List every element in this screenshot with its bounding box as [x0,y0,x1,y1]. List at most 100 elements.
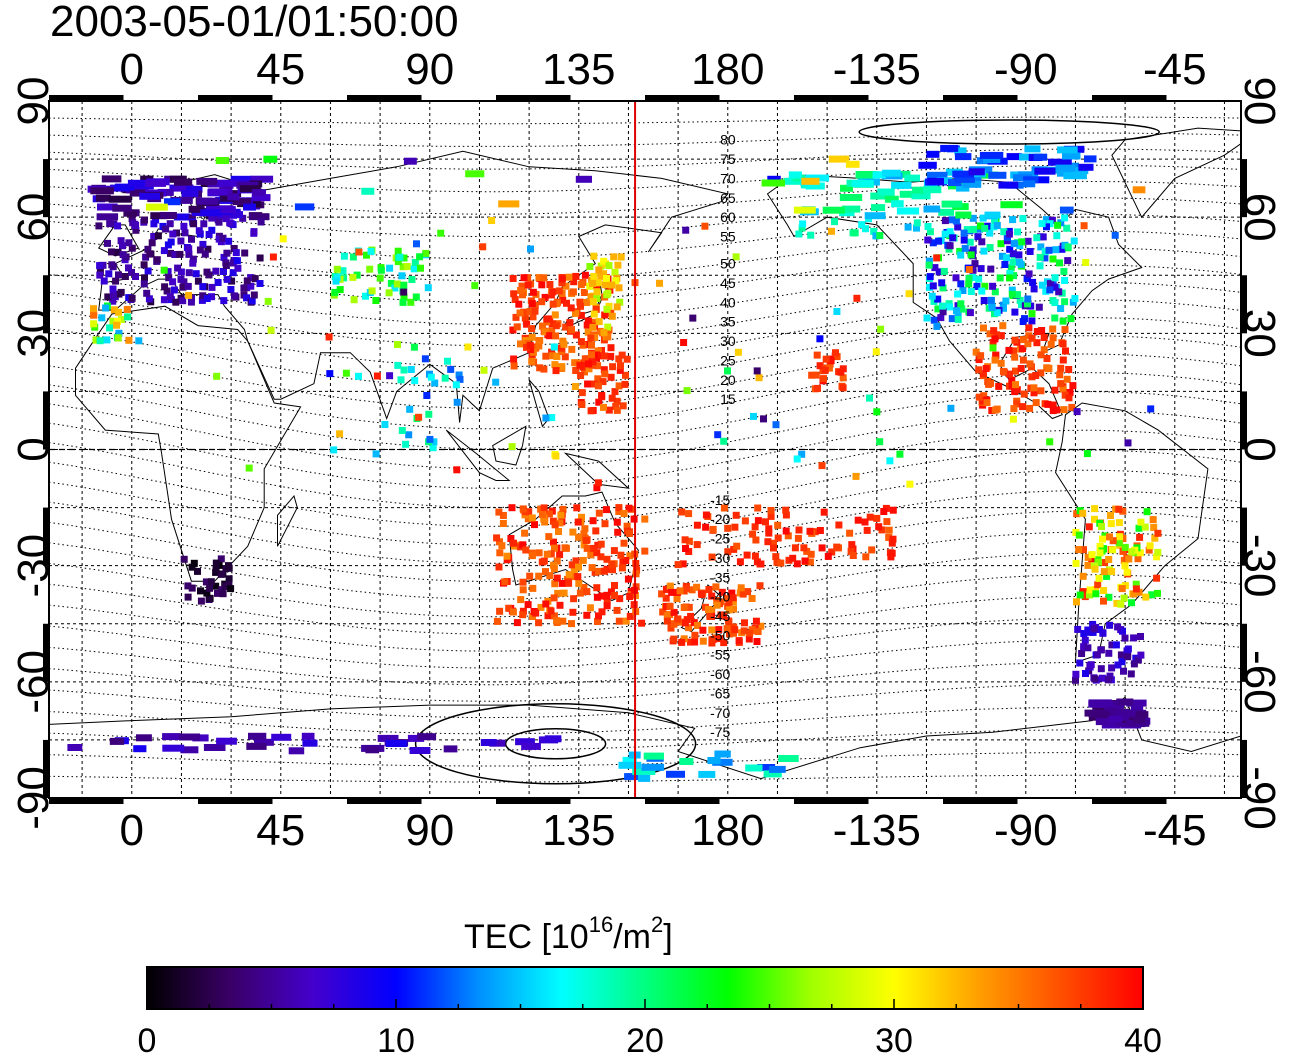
tec-cell [200,209,221,217]
tec-cell [988,171,1007,179]
tec-cell [391,284,399,292]
tec-cell [549,288,557,296]
tec-cell [793,560,801,568]
tec-cell [666,582,674,590]
tec-cell [250,175,274,183]
lon-tick-label-top: 45 [256,45,305,94]
lat-tick-label-left: 90 [9,77,58,126]
tec-cell [601,311,609,319]
tec-cell [333,274,341,281]
tec-cell [208,214,216,222]
tec-cell [544,612,552,620]
map-frame [43,95,1247,804]
tec-cell [1024,237,1032,245]
tec-cell [1037,351,1045,359]
maglat-contour [49,774,1241,783]
tec-cell [548,327,556,335]
tec-cell [583,588,591,596]
tec-cell [526,307,534,315]
tec-cell [1061,298,1069,306]
tec-cell [986,244,994,251]
tec-cell [1080,643,1088,651]
tec-cell [538,558,546,566]
tec-cell [1063,375,1071,383]
tec-cell [956,184,970,192]
tec-cell [1019,403,1027,411]
tec-cell [1029,278,1037,286]
tec-cell [1124,645,1132,653]
tec-cell [542,600,550,608]
tec-cell [569,528,577,536]
tec-cell [269,253,277,261]
tec-cell [1096,626,1103,633]
tec-cell [593,288,601,296]
tec-cell [1105,556,1113,563]
tec-cell [399,263,407,271]
tec-cell [1049,407,1057,415]
tec-cell [574,518,582,526]
tec-cell [935,237,943,245]
tec-cell [749,530,757,538]
tec-cell [1045,365,1053,373]
tec-cell [1009,250,1017,258]
tec-cell [132,273,139,280]
tec-cell [1009,415,1017,423]
tec-cell [1019,215,1027,223]
tec-cell [1099,629,1107,637]
tec-cell [162,744,185,752]
tec-cell [763,770,782,778]
tec-cell [1014,228,1022,236]
tec-cell [519,586,527,594]
tec-cell [954,147,967,155]
tec-cell [1115,505,1123,513]
tec-cell [225,564,233,572]
tec-cell [353,271,361,279]
colorbar-title-main: TEC [10 [464,918,589,956]
tec-cell [876,232,884,239]
tec-cell [966,238,974,246]
tec-cell [592,305,600,313]
tec-cell [212,267,220,275]
tec-cell [683,616,691,624]
tec-cell [108,248,115,256]
tec-cell [507,535,515,542]
tec-cell [216,206,236,214]
tec-cell [225,237,233,245]
tec-cell [967,288,975,295]
tec-cell [1080,630,1088,637]
tec-cell [960,236,968,244]
tec-cell [752,617,760,625]
tec-cell [954,223,962,231]
tec-cell [410,265,418,273]
tec-cell [92,336,100,344]
tec-cell [939,284,947,292]
tec-cell [955,211,972,219]
tec-cell [1105,593,1113,601]
tec-cell [839,209,855,217]
tec-cell [330,446,338,454]
tec-cell [679,758,694,765]
tec-cell [623,522,631,530]
tec-cell [559,505,567,513]
tec-cell [861,518,869,526]
tec-cell [625,504,633,512]
tec-cell [891,200,904,208]
tec-cell [496,538,503,546]
tec-cell [387,279,395,287]
tec-cell [1059,356,1067,364]
tec-cell [340,274,348,282]
tec-cell [517,287,525,294]
tec-cell [807,231,815,239]
tec-cell [546,281,554,288]
colorbar-tick-label: 0 [138,1022,157,1057]
tec-cell [349,253,357,261]
tec-cell [301,732,315,740]
tec-cell [223,275,231,283]
tec-cell [896,207,920,215]
tec-cell [527,346,535,353]
tec-cell [67,744,83,751]
tec-cell [982,365,990,372]
maglat-label: 60 [720,209,736,225]
tec-cell [549,352,557,360]
tec-cell [125,336,133,344]
